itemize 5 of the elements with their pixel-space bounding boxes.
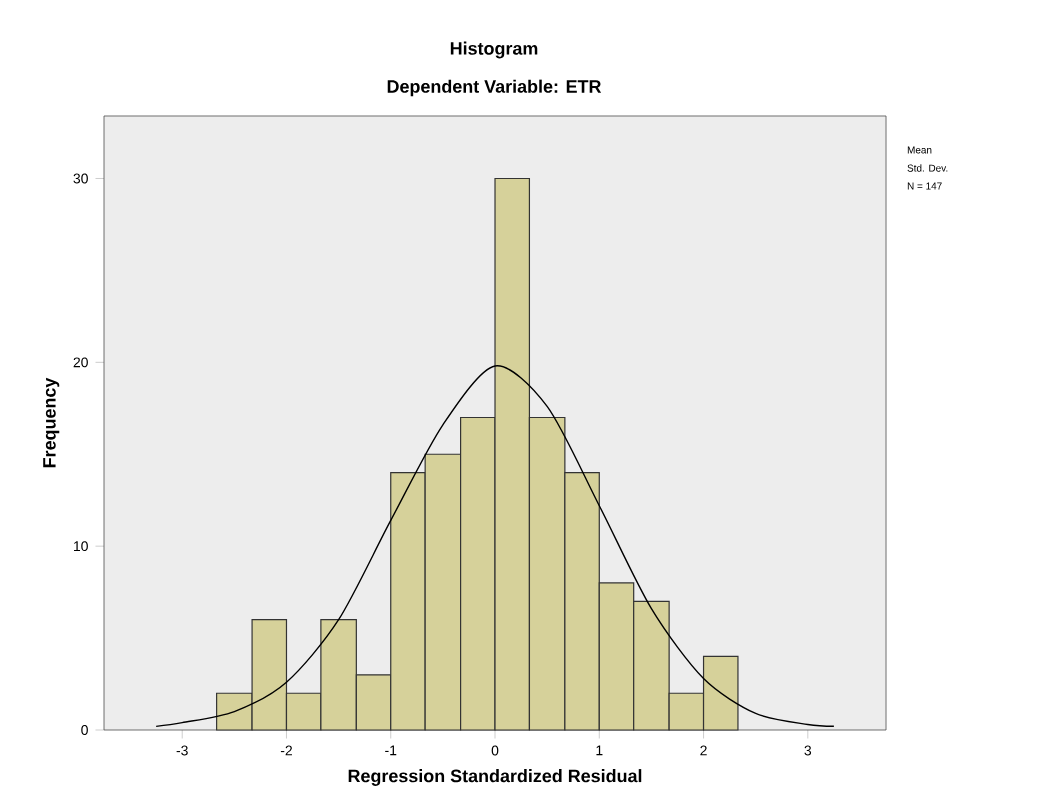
chart-subtitle: Dependent Variable: ETR [387, 79, 602, 97]
y-axis-title: Frequency [43, 377, 60, 468]
x-axis-title: Regression Standardized Residual [348, 769, 642, 786]
line-series [155, 365, 835, 728]
chart-title: Histogram [450, 41, 538, 59]
